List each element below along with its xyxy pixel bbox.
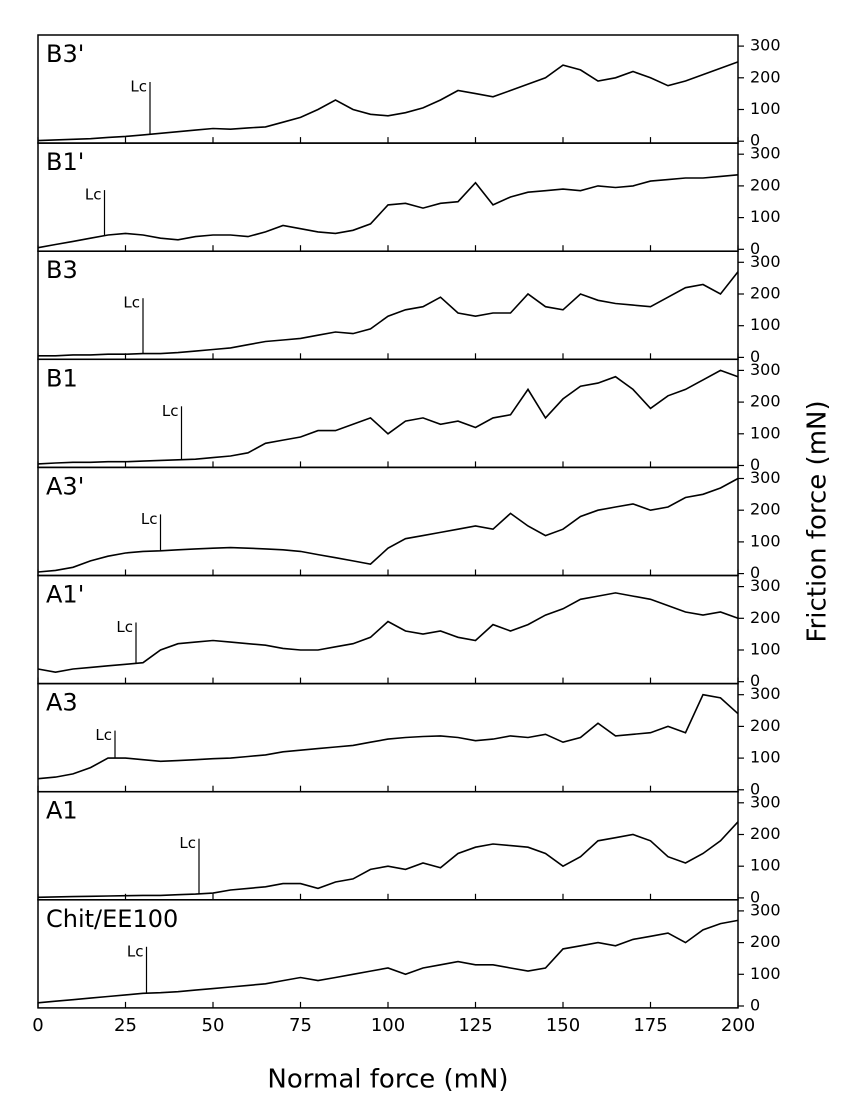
y-tick-label: 300 [750,792,781,811]
y-tick-label: 0 [750,347,760,366]
lc-label: Lc [141,510,158,528]
y-tick-label: 0 [750,563,760,582]
data-line [37,821,739,899]
lc-label: Lc [95,726,112,744]
y-tick-label: 300 [750,252,781,271]
y-axis-label: Friction force (mN) [803,400,833,642]
y-tick-label: 0 [750,239,760,258]
y-tick-label: 300 [750,144,781,163]
panel-frame [37,358,739,469]
y-tick-label: 100 [750,639,781,658]
y-tick-label: 300 [750,468,781,487]
lc-label: Lc [179,834,196,852]
panel-title: B3 [46,256,78,284]
panel-title: A3 [46,689,78,717]
y-tick-label: 100 [750,207,781,226]
x-tick-label: 25 [114,1015,137,1036]
y-tick-label: 100 [750,99,781,118]
x-tick-label: 0 [32,1015,43,1036]
y-tick-label: 0 [750,131,760,150]
y-tick-label: 0 [750,995,760,1014]
y-tick-label: 200 [750,67,781,86]
data-line [37,61,739,142]
lc-label: Lc [130,78,147,96]
panel-title: A1 [46,797,78,825]
data-line [37,919,739,1004]
panel-frame [37,682,739,793]
lc-label: Lc [127,942,144,960]
y-tick-label: 200 [750,824,781,843]
x-tick-label: 175 [633,1015,667,1036]
data-line [37,592,739,674]
data-line [38,271,739,357]
y-tick-label: 200 [750,716,781,735]
y-tick-label: 200 [750,392,781,411]
y-tick-label: 300 [750,576,781,595]
y-tick-label: 100 [750,964,781,983]
panel-title: A1' [46,581,84,609]
x-axis-label: Normal force (mN) [267,1065,508,1095]
y-tick-label: 0 [750,887,760,906]
y-tick-label: 100 [750,531,781,550]
x-tick-label: 150 [546,1015,580,1036]
y-tick-label: 300 [750,360,781,379]
x-tick-label: 75 [289,1015,312,1036]
data-line [37,693,739,780]
panel-title: B3' [46,40,84,68]
lc-label: Lc [116,618,133,636]
x-tick-label: 125 [458,1015,492,1036]
panel-title: Chit/EE100 [46,905,178,933]
y-tick-label: 200 [750,283,781,302]
lc-label: Lc [85,186,102,204]
data-line [37,369,739,465]
data-line [37,174,739,249]
lc-label: Lc [123,294,140,312]
y-tick-label: 300 [750,684,781,703]
y-tick-label: 200 [750,932,781,951]
y-tick-label: 300 [750,36,781,55]
y-tick-label: 300 [750,900,781,919]
panel-frame [37,574,739,685]
x-tick-label: 200 [721,1015,755,1036]
y-tick-label: 200 [750,175,781,194]
y-tick-label: 100 [750,315,781,334]
y-tick-label: 0 [750,455,760,474]
y-tick-label: 0 [750,671,760,690]
panel-title: B1' [46,148,84,176]
panel-title: A3' [46,472,84,500]
y-tick-label: 100 [750,423,781,442]
lc-label: Lc [162,402,179,420]
panel-frame [37,790,739,901]
y-tick-label: 0 [750,779,760,798]
x-tick-label: 100 [371,1015,405,1036]
panel-title: B1 [46,364,78,392]
y-tick-label: 100 [750,856,781,875]
data-line [37,477,739,573]
y-tick-label: 200 [750,500,781,519]
y-tick-label: 100 [750,748,781,767]
y-tick-label: 200 [750,608,781,627]
x-tick-label: 50 [202,1015,225,1036]
